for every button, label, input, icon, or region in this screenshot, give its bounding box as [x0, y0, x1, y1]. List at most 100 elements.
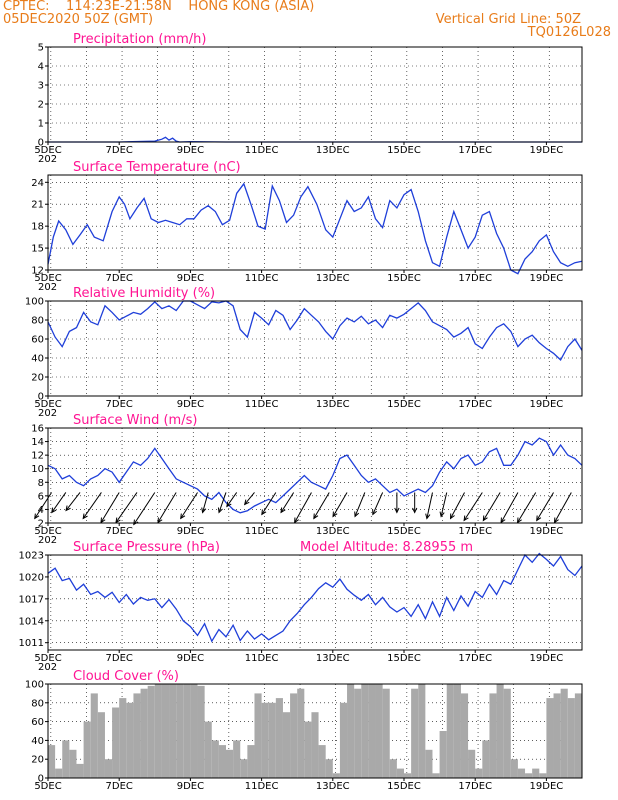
temp-xtick-label: 17DEC — [458, 273, 492, 284]
cloud-bar — [368, 684, 376, 778]
wind-arrow-shaft — [280, 492, 295, 513]
rh-xtick-label: 15DEC — [387, 399, 421, 410]
wind-arrow-head — [332, 511, 338, 518]
wind-arrow-head — [516, 517, 522, 524]
cloud-bar — [389, 759, 397, 778]
wind-arrow-head — [313, 513, 319, 520]
cloud-bar — [411, 688, 419, 778]
wind-arrow-head — [482, 515, 488, 522]
wind-ytick-label: 2 — [38, 519, 44, 530]
cloud-bar — [404, 773, 412, 778]
header-grid-line: Vertical Grid Line: 50Z — [435, 12, 581, 27]
press-ytick-label: 1014 — [19, 616, 44, 627]
wind-arrow-head — [280, 507, 286, 514]
cloud-bar — [539, 773, 547, 778]
wind-arrow-head — [463, 515, 469, 522]
rh-ytick-label: 100 — [25, 297, 44, 308]
cloud-bar — [183, 684, 191, 778]
temp-ytick-label: 18 — [31, 222, 44, 233]
wind-series-line — [47, 437, 583, 514]
cloud-bar — [90, 693, 98, 778]
press-extra-label: Model Altitude: 8.28955 m — [300, 540, 473, 555]
precip-xtick-label: 7DEC — [106, 145, 133, 156]
press-xtick-label: 19DEC — [530, 653, 564, 664]
precip-xtick-label: 5DEC — [34, 145, 61, 156]
wind-ytick-label: 12 — [31, 451, 44, 462]
precip-panel: 0 1 2 3 4 5 5DEC 7DEC 9DEC 11DEC 13DEC 15DEC 17DEC 19… — [34, 32, 583, 165]
cloud-bar — [339, 702, 348, 778]
wind-arrow-shaft — [115, 492, 138, 523]
wind-arrow-shaft — [332, 492, 348, 517]
rh-xtick-label: 5DEC — [34, 399, 61, 410]
rh-ytick-label: 40 — [31, 354, 44, 365]
cloud-ytick-label: 20 — [31, 755, 44, 766]
temp-xtick-label: 7DEC — [106, 273, 133, 284]
cloud-bar — [76, 763, 84, 778]
cloud-bar — [104, 759, 113, 778]
press-title: Surface Pressure (hPa) — [73, 540, 220, 555]
wind-arrow-shaft — [500, 492, 519, 523]
cloud-bar — [218, 745, 226, 778]
cloud-bar — [347, 684, 355, 778]
wind-arrow-head — [157, 517, 163, 524]
wind-arrow-head — [553, 517, 559, 524]
rh-xtick-label: 13DEC — [316, 399, 350, 410]
cloud-panel: 0 20 40 60 80 100 5DEC 7DEC 9DEC 11DEC 13DEC 15DEC 1… — [25, 669, 583, 792]
wind-ytick-label: 10 — [31, 464, 44, 475]
wind-arrow-head — [500, 517, 506, 524]
cloud-xtick-label: 15DEC — [387, 781, 421, 792]
cloud-bar — [439, 731, 447, 778]
cloud-bar — [354, 688, 362, 778]
wind-arrow-head — [294, 517, 300, 524]
precip-xtick-label: 19DEC — [530, 145, 564, 156]
wind-arrow-head — [51, 507, 57, 514]
cloud-bar — [197, 685, 205, 778]
wind-arrow-shaft — [354, 492, 366, 517]
cloud-bar — [332, 773, 340, 778]
wind-arrow-shaft — [65, 492, 81, 511]
temp-panel: 12 15 18 21 24 5DEC 7DEC 9DEC 11DEC 13DEC 15DEC 17D… — [31, 160, 583, 293]
wind-arrow-shaft — [34, 492, 52, 519]
wind-arrow-head — [425, 513, 431, 520]
temp-year-label: 202 — [38, 282, 57, 293]
wind-arrow-head — [394, 507, 400, 514]
precip-ytick-label: 4 — [38, 62, 44, 73]
wind-xtick-label: 11DEC — [245, 526, 279, 537]
cloud-bar — [112, 707, 120, 778]
temp-title: Surface Temperature (nC) — [73, 160, 241, 175]
rh-series-line — [47, 300, 583, 361]
header-run-time: 05DEC2020 50Z (GMT) — [3, 12, 154, 27]
wind-ytick-label: 8 — [38, 478, 44, 489]
cloud-bar — [425, 749, 433, 778]
cloud-bar — [574, 693, 582, 778]
wind-arrow-head — [180, 513, 186, 520]
press-xtick-label: 15DEC — [387, 653, 421, 664]
wind-title: Surface Wind (m/s) — [73, 413, 197, 428]
cloud-bar — [254, 693, 262, 778]
cloud-ytick-label: 100 — [25, 680, 44, 691]
rh-xtick-label: 7DEC — [106, 399, 133, 410]
cloud-bar — [126, 702, 134, 778]
wind-arrow-shaft — [294, 492, 312, 523]
cloud-bar — [311, 712, 319, 778]
cloud-bar — [240, 759, 248, 778]
rh-ytick-label: 80 — [31, 316, 44, 327]
cloud-bar — [560, 688, 568, 778]
press-xtick-label: 11DEC — [245, 653, 279, 664]
cloud-xtick-label: 9DEC — [177, 781, 204, 792]
wind-arrow-head — [536, 515, 542, 522]
press-xtick-label: 13DEC — [316, 653, 350, 664]
header-location: CPTEC: 114:23E-21:58N HONG KONG (ASIA) — [3, 0, 315, 14]
temp-ytick-label: 21 — [31, 200, 44, 211]
wind-arrow-head — [439, 511, 445, 518]
cloud-ytick-label: 0 — [38, 774, 44, 785]
precip-xtick-label: 17DEC — [458, 145, 492, 156]
wind-ytick-label: 6 — [38, 491, 44, 502]
rh-year-label: 202 — [38, 408, 57, 419]
cloud-bar — [247, 745, 255, 778]
wind-arrow-shaft — [180, 492, 198, 519]
cloud-bar — [325, 759, 333, 778]
temp-xtick-label: 13DEC — [316, 273, 350, 284]
wind-arrow-head — [201, 507, 207, 514]
wind-xtick-label: 7DEC — [106, 526, 133, 537]
